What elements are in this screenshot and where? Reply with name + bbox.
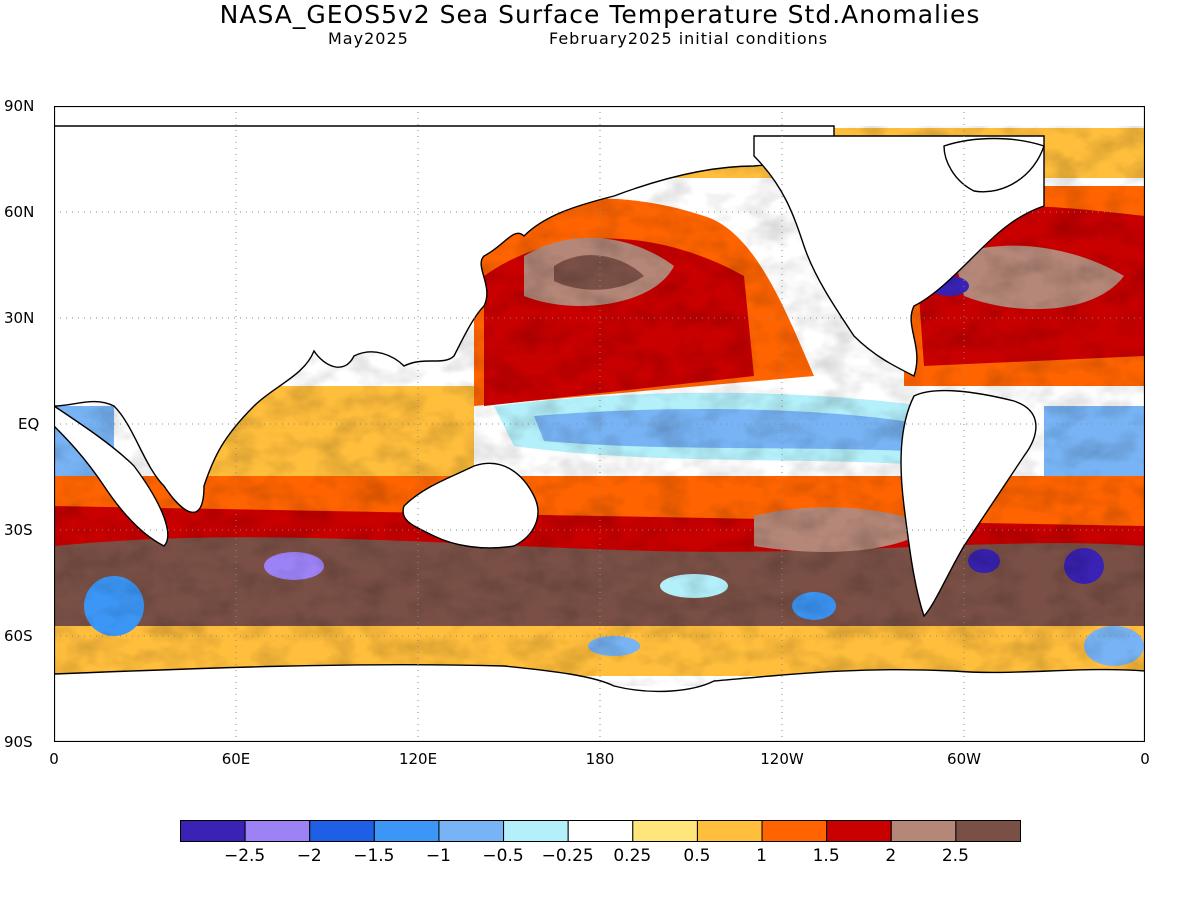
- colorbar-label-5: −0.25: [541, 846, 594, 866]
- colorbar-label-10: 2: [885, 846, 897, 866]
- lat-label-30n: 30N: [4, 309, 35, 327]
- map-border: [54, 106, 1145, 742]
- colorbar-swatch-7: [632, 820, 698, 842]
- lat-label-60n: 60N: [4, 203, 35, 221]
- colorbar-swatch-11: [890, 820, 957, 842]
- lat-label-eq: EQ: [18, 415, 40, 433]
- lon-label-180: 180: [585, 750, 615, 768]
- lon-label-60w: 60W: [947, 750, 981, 768]
- initial-conditions: February2025 initial conditions: [549, 29, 829, 48]
- colorbar-swatch-8: [696, 820, 763, 842]
- colorbar-swatch-3: [373, 820, 440, 842]
- colorbar-swatch-0: [180, 820, 246, 842]
- lon-label-360: 0: [1140, 750, 1150, 768]
- colorbar-swatch-5: [503, 820, 569, 842]
- chart-title: NASA_GEOS5v2 Sea Surface Temperature Std…: [219, 0, 981, 29]
- lon-label-0: 0: [49, 750, 59, 768]
- colorbar-label-6: 0.25: [613, 846, 652, 866]
- colorbar-label-1: −2: [296, 846, 322, 866]
- lat-label-60s: 60S: [4, 627, 33, 645]
- colorbar-label-0: −2.5: [223, 846, 266, 866]
- colorbar-swatch-10: [826, 820, 892, 842]
- colorbar-label-4: −0.5: [482, 846, 524, 866]
- colorbar: [180, 820, 1021, 842]
- colorbar-label-2: −1.5: [353, 846, 395, 866]
- forecast-month: May2025: [328, 29, 409, 48]
- sst-anomaly-map: [54, 106, 1145, 742]
- colorbar-swatch-12: [955, 820, 1021, 842]
- colorbar-label-7: 0.5: [683, 846, 711, 866]
- colorbar-swatch-9: [761, 820, 828, 842]
- lon-label-120w: 120W: [760, 750, 804, 768]
- lat-label-90s: 90S: [4, 733, 33, 751]
- lat-label-30s: 30S: [4, 521, 33, 539]
- colorbar-swatch-6: [567, 820, 634, 842]
- colorbar-swatch-4: [438, 820, 505, 842]
- lon-label-60e: 60E: [221, 750, 251, 768]
- lat-label-90n: 90N: [4, 97, 35, 115]
- colorbar-label-3: −1: [425, 846, 451, 866]
- graticule: [54, 106, 1145, 742]
- colorbar-label-8: 1: [756, 846, 767, 866]
- lon-label-120e: 120E: [398, 750, 438, 768]
- colorbar-swatch-1: [244, 820, 311, 842]
- colorbar-label-9: 1.5: [812, 846, 840, 866]
- colorbar-label-11: 2.5: [941, 846, 969, 866]
- continents: [54, 125, 1145, 742]
- colorbar-swatch-2: [309, 820, 375, 842]
